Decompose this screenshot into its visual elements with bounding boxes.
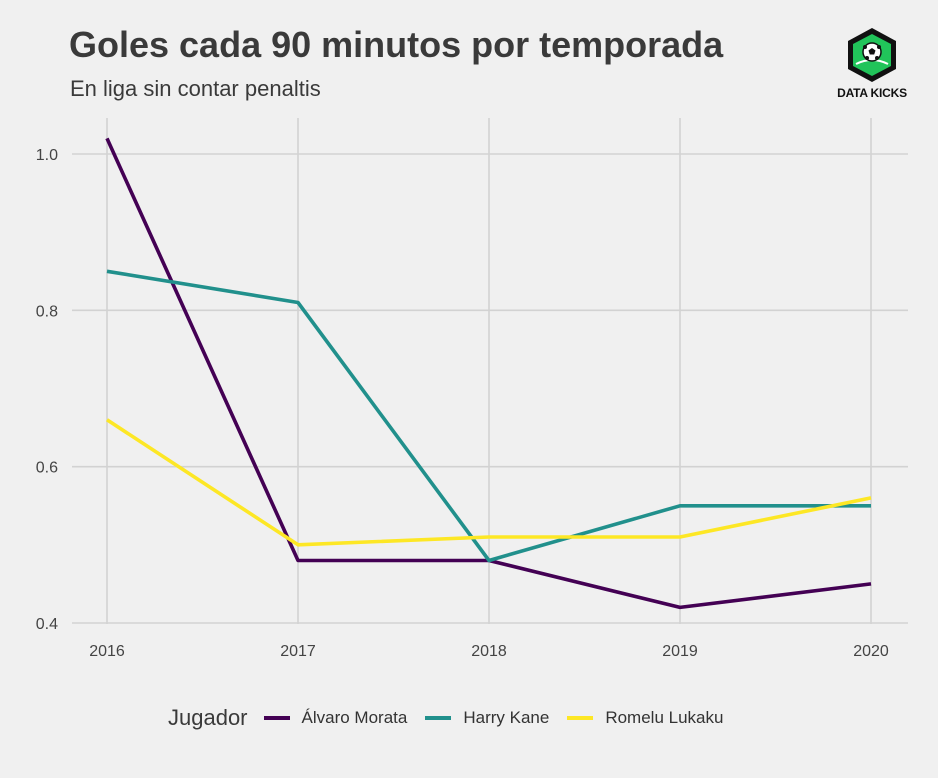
legend-item-kane: Harry Kane [425,708,549,728]
y-tick-label: 1.0 [36,147,58,164]
legend-item-lukaku: Romelu Lukaku [567,708,723,728]
legend-label-lukaku: Romelu Lukaku [605,708,724,727]
y-tick-label: 0.6 [36,460,58,477]
x-gridlines [106,118,872,624]
legend-title: Jugador [168,705,248,730]
series-line-romelu-lukaku [106,418,872,547]
soccer-ball-hexagon-icon [848,28,896,82]
line-chart: 0.4 0.6 0.8 1.0 2016 2017 2018 2019 2020 [36,118,908,660]
chart-title: Goles cada 90 minutos por temporada [69,24,724,65]
y-tick-labels: 0.4 0.6 0.8 1.0 [36,147,58,633]
legend: Jugador Álvaro Morata Harry Kane Romelu … [168,703,741,733]
x-tick-label: 2018 [471,643,507,660]
logo-text: DATA KICKS [837,86,907,100]
y-tick-label: 0.4 [36,616,58,633]
y-gridlines [72,153,908,624]
x-tick-labels: 2016 2017 2018 2019 2020 [89,643,889,660]
legend-label-kane: Harry Kane [463,708,550,727]
legend-swatch-kane [425,716,452,720]
series-line-harry-kane [106,269,871,563]
x-tick-label: 2019 [662,643,698,660]
legend-swatch-lukaku [567,716,594,720]
data-kicks-logo: DATA KICKS [836,26,908,102]
legend-label-morata: Álvaro Morata [301,708,408,727]
x-tick-label: 2017 [280,643,316,660]
chart-subtitle: En liga sin contar penaltis [70,76,321,101]
y-tick-label: 0.8 [36,303,58,320]
x-tick-label: 2020 [853,643,889,660]
legend-swatch-morata [263,716,290,720]
series-lines [105,137,872,610]
x-tick-label: 2016 [89,643,125,660]
legend-item-morata: Álvaro Morata [263,708,408,728]
